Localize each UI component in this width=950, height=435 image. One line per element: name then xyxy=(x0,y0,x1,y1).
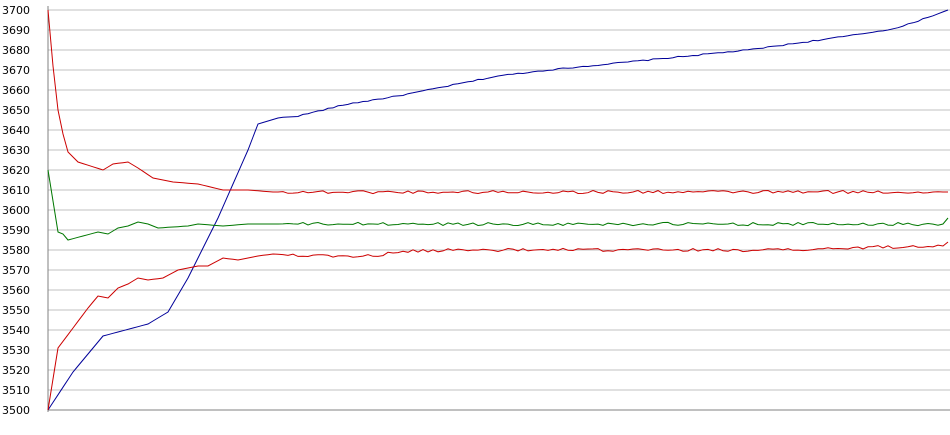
y-tick-label: 3570 xyxy=(2,264,30,277)
axes xyxy=(47,6,950,412)
grid-lines xyxy=(48,9,950,411)
y-tick-label: 3630 xyxy=(2,144,30,157)
y-tick-label: 3550 xyxy=(2,304,30,317)
y-tick-label: 3690 xyxy=(2,24,30,37)
series-line-1 xyxy=(47,9,948,195)
y-tick-label: 3540 xyxy=(2,324,30,337)
y-tick-label: 3500 xyxy=(2,404,30,417)
y-tick-label: 3530 xyxy=(2,344,30,357)
series-lines xyxy=(47,9,949,411)
y-tick-label: 3610 xyxy=(2,184,30,197)
series-line-2 xyxy=(47,169,949,241)
y-tick-label: 3680 xyxy=(2,44,30,57)
y-tick-label: 3620 xyxy=(2,164,30,177)
series-line-0 xyxy=(47,9,949,411)
y-tick-label: 3700 xyxy=(2,4,30,17)
y-tick-labels: 3700 3690 3680 3670 3660 3650 3640 3630 3620 3610… xyxy=(2,4,30,417)
y-tick-label: 3660 xyxy=(2,84,30,97)
y-tick-label: 3510 xyxy=(2,384,30,397)
y-tick-label: 3640 xyxy=(2,124,30,137)
y-tick-label: 3580 xyxy=(2,244,30,257)
series-line-3 xyxy=(47,241,949,411)
y-tick-label: 3600 xyxy=(2,204,30,217)
y-tick-label: 3520 xyxy=(2,364,30,377)
y-tick-label: 3590 xyxy=(2,224,30,237)
y-tick-label: 3650 xyxy=(2,104,30,117)
y-tick-label: 3560 xyxy=(2,284,30,297)
y-tick-label: 3670 xyxy=(2,64,30,77)
